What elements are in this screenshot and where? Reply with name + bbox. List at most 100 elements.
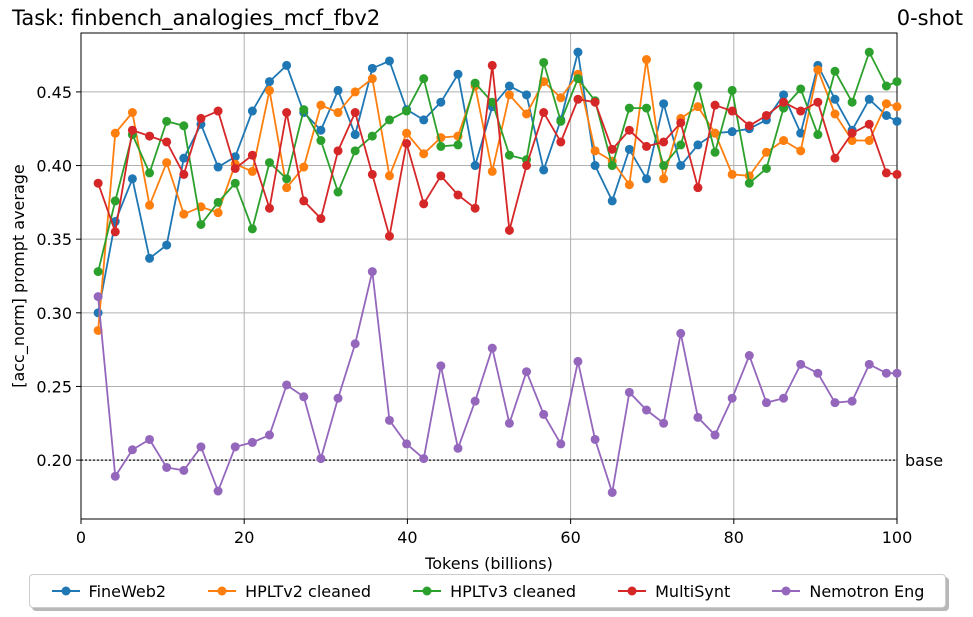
series-2-point	[607, 161, 617, 171]
series-2-point	[179, 121, 189, 131]
series-1-point	[624, 180, 634, 190]
series-0-point	[892, 116, 902, 126]
series-1-point	[316, 100, 326, 110]
series-1-point	[367, 74, 377, 84]
legend-item: HPLTv3 cleaned	[412, 582, 576, 601]
series-3-point	[487, 60, 497, 70]
series-2-point	[487, 97, 497, 107]
series-3-point	[127, 125, 137, 135]
series-3-point	[607, 144, 617, 154]
series-3-point	[864, 119, 874, 129]
series-1-point	[556, 93, 566, 103]
series-1-point	[504, 90, 514, 100]
series-0-point	[779, 90, 789, 100]
series-0-point	[264, 77, 274, 87]
series-3-point	[93, 178, 103, 188]
series-2-point	[864, 47, 874, 57]
series-4-point	[881, 368, 891, 378]
series-2-point	[813, 130, 823, 140]
series-2-point	[659, 161, 669, 171]
series-4-point	[470, 396, 480, 406]
series-0-point	[470, 161, 480, 171]
series-4-point	[693, 412, 703, 422]
series-4-point	[727, 393, 737, 403]
series-1-point	[522, 109, 532, 119]
series-3-point	[641, 141, 651, 151]
legend-item: HPLTv2 cleaned	[207, 582, 371, 601]
series-2-point	[693, 81, 703, 91]
series-4-point	[247, 437, 257, 447]
y-tick-label: 0.40	[36, 157, 72, 176]
series-0-point	[659, 99, 669, 109]
series-1-point	[590, 146, 600, 156]
series-4-point	[659, 418, 669, 428]
y-tick-label: 0.45	[36, 83, 72, 102]
series-4-point	[847, 396, 857, 406]
series-4-point	[402, 439, 412, 449]
series-0-point	[179, 153, 189, 163]
series-0-point	[145, 253, 155, 263]
series-4-point	[710, 430, 720, 440]
series-2-point	[110, 196, 120, 206]
series-1-point	[127, 108, 137, 118]
series-0-point	[590, 161, 600, 171]
series-1-point	[282, 183, 292, 193]
series-2-point	[761, 163, 771, 173]
series-3-point	[590, 97, 600, 107]
series-4-point	[282, 380, 292, 390]
series-1-point	[813, 65, 823, 75]
series-1-point	[299, 162, 309, 172]
series-1-point	[402, 128, 412, 138]
series-3-point	[847, 128, 857, 138]
series-2-point	[847, 97, 857, 107]
series-1-point	[641, 55, 651, 65]
series-2-point	[213, 197, 223, 207]
series-2-point	[162, 116, 172, 126]
series-3-point	[556, 137, 566, 147]
series-2-point	[573, 74, 583, 84]
series-0-point	[693, 140, 703, 150]
legend-swatch	[51, 586, 80, 596]
series-4-point	[110, 471, 120, 481]
series-4-point	[419, 454, 429, 464]
series-3-point	[316, 214, 326, 224]
series-0-point	[881, 110, 891, 120]
series-4-point	[522, 367, 532, 377]
series-3-point	[779, 97, 789, 107]
series-2-point	[145, 168, 155, 178]
legend-swatch	[413, 586, 442, 596]
legend-label: HPLTv2 cleaned	[245, 581, 372, 601]
series-4-point	[539, 409, 549, 419]
y-tick-label: 0.20	[36, 451, 72, 470]
series-3-point	[145, 131, 155, 141]
x-tick-label: 100	[882, 528, 913, 547]
series-0-point	[522, 90, 532, 100]
series-4-point	[779, 393, 789, 403]
series-2-point	[419, 74, 429, 84]
series-4-point	[230, 442, 240, 452]
series-2-point	[247, 224, 257, 234]
series-3-point	[744, 121, 754, 131]
series-0-point	[162, 240, 172, 250]
series-1-point	[264, 85, 274, 95]
series-4-point	[367, 267, 377, 277]
series-2-point	[402, 106, 412, 116]
series-3-point	[830, 153, 840, 163]
series-2-point	[539, 57, 549, 67]
y-tick-label: 0.30	[36, 304, 72, 323]
series-3-point	[470, 203, 480, 213]
series-0-point	[333, 85, 343, 95]
series-2-point	[641, 103, 651, 113]
series-0-point	[316, 125, 326, 135]
series-1-point	[487, 166, 497, 176]
series-3-point	[761, 110, 771, 120]
series-3-point	[230, 163, 240, 173]
series-2-point	[881, 81, 891, 91]
series-0-point	[453, 69, 463, 79]
series-2-point	[436, 141, 446, 151]
series-4-point	[813, 368, 823, 378]
baseline-label: base	[905, 451, 943, 470]
x-tick-label: 0	[76, 528, 86, 547]
legend-swatch	[772, 586, 801, 596]
series-0-point	[573, 47, 583, 57]
